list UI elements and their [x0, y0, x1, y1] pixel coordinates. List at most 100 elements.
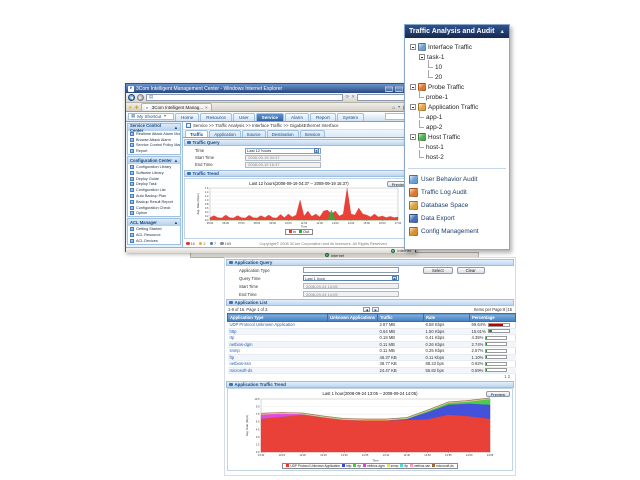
sidebar-item[interactable]: Backup Result Report	[128, 199, 180, 205]
menu-item-user-behavior-audit[interactable]: User Behavior Audit	[409, 173, 507, 186]
clear-button[interactable]: Clear	[456, 266, 485, 274]
application-link[interactable]: netbios-ssn	[229, 361, 251, 367]
application-link[interactable]: http	[229, 328, 237, 334]
application-link[interactable]: rtp	[229, 335, 235, 341]
sidebar-panel-header[interactable]: Service Control Center ▲	[128, 123, 180, 133]
collapse-box-icon[interactable]	[410, 134, 416, 140]
back-button[interactable]: ◀	[128, 94, 135, 101]
application-link[interactable]: ftp	[229, 354, 235, 360]
refresh-icon[interactable]: ⟳	[345, 94, 350, 100]
maximize-button[interactable]: □	[395, 85, 403, 92]
sidebar-item[interactable]: Getting Started	[128, 226, 180, 232]
next-page-button[interactable]: ▶	[372, 306, 380, 313]
column-header[interactable]: Percentage	[469, 313, 516, 322]
home-icon[interactable]: ⌂	[392, 105, 396, 111]
query-time-select[interactable]: Last 1 hour ▼	[303, 274, 399, 282]
stop-icon[interactable]: ✕	[351, 94, 355, 100]
menu-item-database-space[interactable]: Database Space	[409, 199, 507, 212]
menu-item-config-management[interactable]: Config Management	[409, 225, 507, 238]
collapse-arrow-icon[interactable]: ▲	[173, 158, 178, 164]
collapse-arrow-icon[interactable]: ▲	[173, 220, 178, 226]
forward-button[interactable]: ▶	[137, 94, 144, 101]
preview-button[interactable]: Preview	[485, 391, 510, 397]
nav-tab-system[interactable]: System	[336, 113, 365, 121]
panel-header[interactable]: Traffic Analysis and Audit ▲	[405, 25, 509, 38]
tree-item-20[interactable]: 20	[410, 70, 507, 82]
alarm-minor[interactable]: 7	[209, 241, 216, 246]
tab-destination[interactable]: Destination	[266, 130, 299, 137]
tree-item-interface-traffic[interactable]: Interface Traffic	[410, 42, 507, 52]
select-button[interactable]: Select	[423, 266, 453, 274]
time-select[interactable]: Last 12 hours ▼	[245, 147, 321, 154]
tab-session[interactable]: Session	[299, 130, 326, 137]
items-per-page[interactable]: Items per Page:8 |15	[474, 307, 512, 312]
tree-item-application-traffic[interactable]: Application Traffic	[410, 102, 507, 112]
collapse-box-icon[interactable]	[419, 54, 425, 60]
application-link[interactable]: UDP Protocol Unknown Application	[229, 322, 295, 328]
nav-tab-home[interactable]: Home	[175, 113, 200, 121]
sidebar-item[interactable]: Realtime Attack Alarm Monitoring	[128, 131, 180, 137]
alarm-info[interactable]: 169	[220, 241, 231, 246]
nav-tab-service[interactable]: Service	[255, 113, 284, 121]
tree-item-app-2[interactable]: app-2	[410, 120, 507, 132]
column-header[interactable]: Traffic	[377, 313, 424, 322]
collapse-box-icon[interactable]	[410, 84, 416, 90]
alarm-critical[interactable]: 16	[186, 241, 195, 246]
application-link[interactable]: microsoft-ds	[229, 367, 253, 373]
menu-item-traffic-log-audit[interactable]: Traffic Log Audit	[409, 186, 507, 199]
nav-tab-user[interactable]: User	[232, 113, 255, 121]
column-header[interactable]: Unknown Applications	[327, 313, 378, 322]
collapse-box-icon[interactable]	[410, 44, 416, 50]
column-header[interactable]: Rate	[423, 313, 470, 322]
address-input[interactable]: ▤	[146, 94, 344, 101]
tree-item-10[interactable]: 10	[410, 60, 507, 72]
tree-item-host-2[interactable]: host-2	[410, 150, 507, 162]
sidebar-item[interactable]: Deploy Task	[128, 182, 180, 188]
tab-source[interactable]: Source	[241, 130, 266, 137]
tab-application[interactable]: Application	[209, 130, 241, 137]
tree-item-app-1[interactable]: app-1	[410, 110, 507, 122]
column-header[interactable]: Application Type	[227, 313, 328, 322]
sidebar-item[interactable]: Browse Attack Alarm	[128, 137, 180, 143]
sidebar-item[interactable]: Configuration List	[128, 187, 180, 193]
nav-tab-alarm[interactable]: Alarm	[285, 113, 309, 121]
tree-item-probe-1[interactable]: probe-1	[410, 90, 507, 102]
sidebar-item[interactable]: Auto Backup Plan	[128, 193, 180, 199]
tree-item-task-1[interactable]: task-1	[410, 52, 507, 62]
start-time-field[interactable]: 2008-09-19 04:37	[245, 154, 321, 161]
tree-item-probe-traffic[interactable]: Probe Traffic	[410, 82, 507, 92]
tab-close-icon[interactable]: ×	[204, 105, 208, 110]
start-time-field[interactable]: 2008-09-24 13:05	[303, 282, 399, 290]
prev-page-button[interactable]: ◀	[363, 306, 371, 313]
nav-tab-resource[interactable]: Resource	[200, 113, 232, 121]
my-shortcut-dropdown[interactable]: ▦ My Shortcut ▼	[128, 113, 174, 120]
minimize-button[interactable]: _	[385, 85, 393, 92]
sidebar-panel-header[interactable]: ACL Manager ▲	[128, 219, 180, 227]
alarm-major[interactable]: 2	[198, 241, 206, 246]
sidebar-item[interactable]: ACL Resource	[128, 232, 180, 238]
sidebar-item[interactable]: Configuration Library	[128, 164, 180, 170]
application-link[interactable]: netbios-dgm	[229, 341, 253, 347]
sidebar-item[interactable]: Software Library	[128, 170, 180, 176]
application-link[interactable]: snmp	[229, 348, 240, 354]
tree-item-host-1[interactable]: host-1	[410, 140, 507, 152]
favorites-icon[interactable]: ★	[128, 105, 133, 111]
menu-item-data-export[interactable]: Data Export	[409, 212, 507, 225]
sidebar-item[interactable]: Configuration Check	[128, 205, 180, 211]
sidebar-item[interactable]: Deploy Guide	[128, 176, 180, 182]
end-time-field[interactable]: 2008-09-24 14:05	[303, 290, 399, 298]
page-links[interactable]: 1 2	[504, 374, 510, 379]
sidebar-item[interactable]: Report	[128, 148, 180, 154]
end-time-field[interactable]: 2008-09-19 16:37	[245, 161, 321, 168]
sidebar-item[interactable]: Option	[128, 211, 180, 217]
nav-tab-report[interactable]: Report	[310, 113, 336, 121]
add-favorite-icon[interactable]: ✚	[134, 105, 139, 111]
application-type-input[interactable]	[303, 266, 399, 274]
title-bar[interactable]: e 3Com Intelligent Management Center - W…	[126, 84, 415, 93]
collapse-arrow-icon[interactable]: ▲	[173, 125, 178, 130]
sidebar-panel-header[interactable]: Configuration Center ▲	[128, 157, 180, 165]
tab-traffic[interactable]: Traffic	[185, 130, 209, 137]
collapse-box-icon[interactable]	[410, 104, 416, 110]
tree-item-host-traffic[interactable]: Host Traffic	[410, 132, 507, 142]
sidebar-item[interactable]: Service Control Policy Management	[128, 143, 180, 149]
